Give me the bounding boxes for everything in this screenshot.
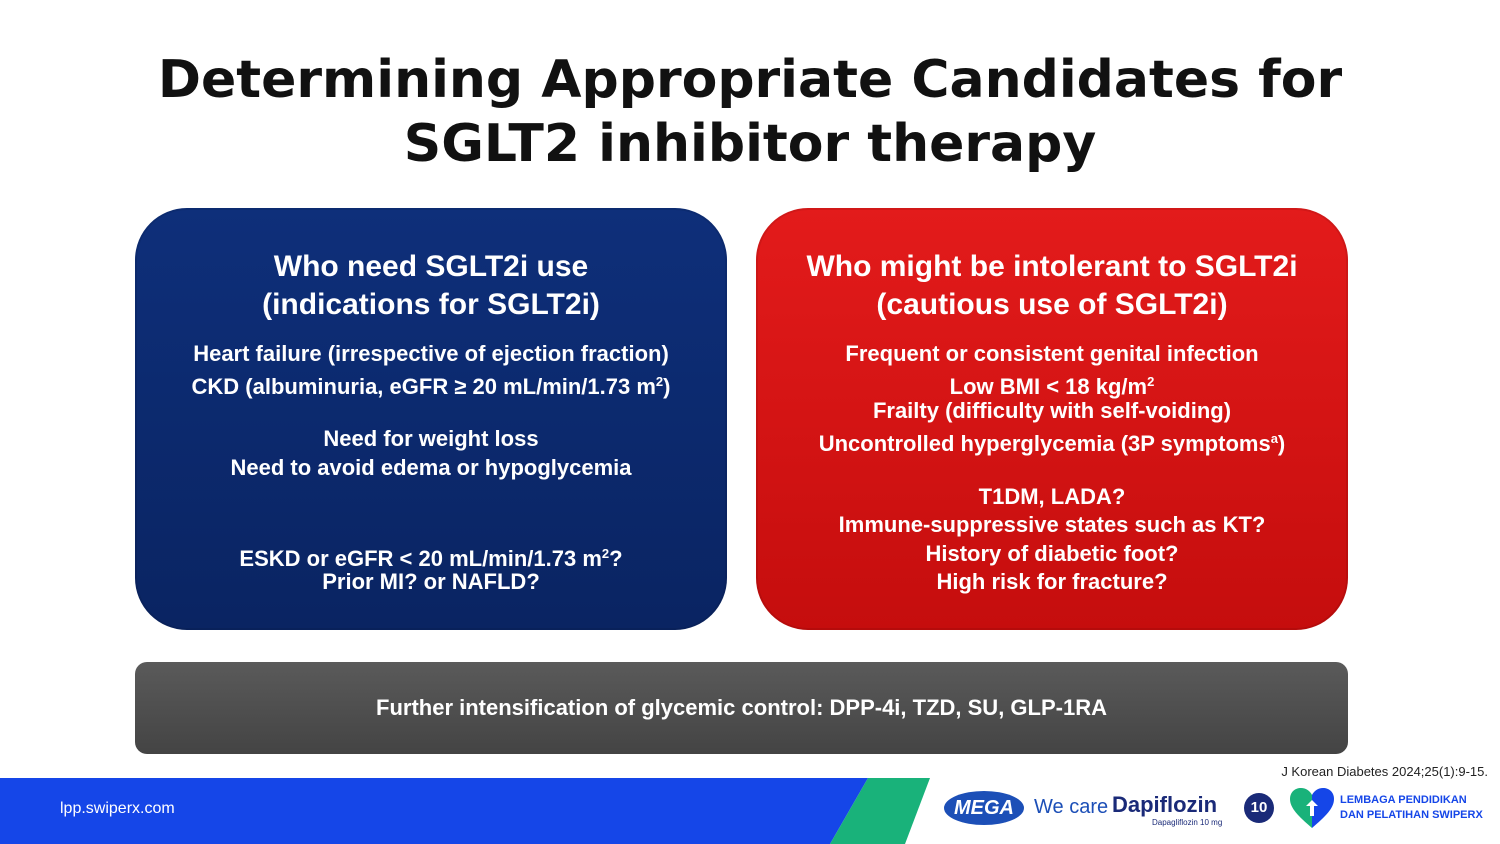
caution-item: Uncontrolled hyperglycemia (3P symptomsa…	[818, 431, 1286, 456]
caution-item: History of diabetic foot?	[925, 541, 1179, 566]
caution-item: Frailty (difficulty with self-voiding)	[872, 398, 1232, 423]
slide-title: Determining Appropriate Candidates for S…	[0, 48, 1500, 176]
reference-citation: J Korean Diabetes 2024;25(1):9-15.	[1281, 764, 1488, 779]
title-line-1: Determining Appropriate Candidates for	[157, 50, 1343, 110]
we-care-text: We care	[1034, 796, 1109, 818]
indication-item: Need to avoid edema or hypoglycemia	[230, 455, 632, 480]
organization-name: LEMBAGA PENDIDIKAN DAN PELATIHAN SWIPERX	[1340, 793, 1483, 823]
indications-heading-line-1: Who need SGLT2i use	[273, 250, 589, 283]
indications-heading: Who need SGLT2i use (indications for SGL…	[135, 248, 727, 324]
caution-item: Immune-suppressive states such as KT?	[838, 512, 1266, 537]
caution-item: Frequent or consistent genital infection	[845, 341, 1259, 366]
intensification-bar: Further intensification of glycemic cont…	[135, 662, 1348, 754]
dapiflozin-logo: Dapiflozin	[1112, 792, 1218, 817]
mega-logo: MEGA	[944, 791, 1024, 825]
caution-heading: Who might be intolerant to SGLT2i (cauti…	[756, 248, 1348, 324]
caution-item: T1DM, LADA?	[978, 484, 1126, 509]
heart-logo-icon	[1290, 788, 1334, 828]
caution-item: High risk for fracture?	[936, 569, 1168, 594]
organization-name-line-2: DAN PELATIHAN SWIPERX	[1340, 809, 1483, 821]
dapiflozin-subtitle: Dapagliflozin 10 mg	[1152, 818, 1223, 827]
indication-item: ESKD or eGFR < 20 mL/min/1.73 m2?	[239, 546, 623, 571]
title-line-2: SGLT2 inhibitor therapy	[403, 114, 1097, 174]
site-link[interactable]: lpp.swiperx.com	[60, 800, 175, 817]
ten-badge: 10	[1244, 793, 1274, 823]
indication-item: CKD (albuminuria, eGFR ≥ 20 mL/min/1.73 …	[191, 374, 671, 399]
caution-heading-line-1: Who might be intolerant to SGLT2i	[806, 250, 1298, 283]
caution-item: Low BMI < 18 kg/m2	[949, 374, 1155, 399]
indications-panel: Who need SGLT2i use (indications for SGL…	[135, 208, 727, 630]
indications-heading-line-2: (indications for SGLT2i)	[262, 288, 600, 321]
caution-heading-line-2: (cautious use of SGLT2i)	[876, 288, 1228, 321]
indication-item: Need for weight loss	[323, 426, 539, 451]
indication-item: Prior MI? or NAFLD?	[322, 569, 540, 594]
organization-name-line-1: LEMBAGA PENDIDIKAN	[1340, 794, 1467, 806]
footer-band	[0, 778, 868, 844]
caution-panel: Who might be intolerant to SGLT2i (cauti…	[756, 208, 1348, 630]
indication-item: Heart failure (irrespective of ejection …	[193, 341, 669, 366]
